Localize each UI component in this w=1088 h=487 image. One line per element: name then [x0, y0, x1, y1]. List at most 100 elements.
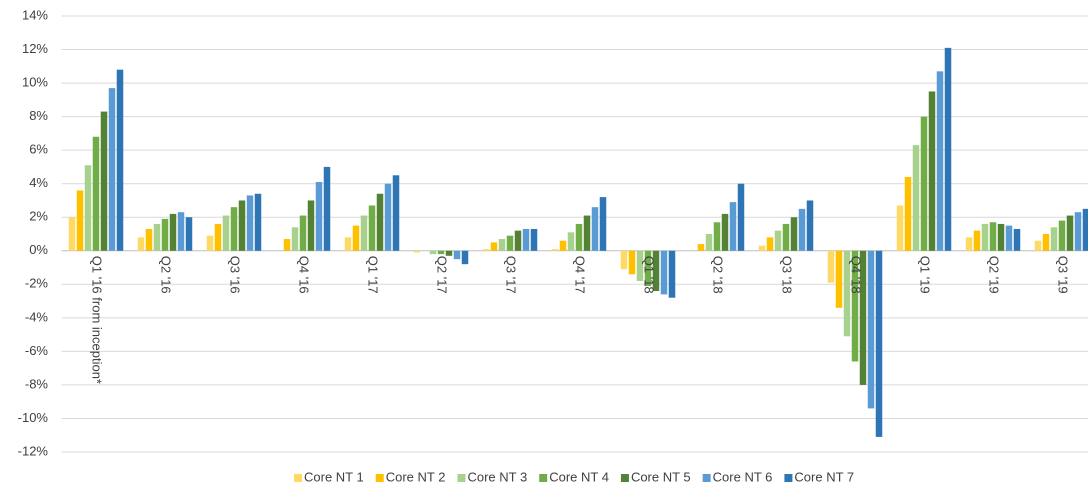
- bar: [445, 250, 453, 256]
- bar: [482, 249, 490, 251]
- bar: [307, 200, 315, 251]
- bar: [973, 230, 981, 251]
- bar: [567, 232, 575, 251]
- legend-marker: [294, 474, 302, 482]
- bar: [965, 237, 973, 251]
- x-tick-label: Q4 '17: [573, 256, 588, 294]
- bar: [928, 91, 936, 251]
- bar: [344, 237, 352, 251]
- bar: [758, 245, 766, 251]
- y-tick-label: -2%: [25, 276, 49, 291]
- bar: [453, 250, 461, 260]
- bar: [413, 250, 421, 253]
- legend-marker: [539, 474, 548, 482]
- bar: [599, 197, 607, 251]
- x-tick-label: Q1 '16 from inception*: [90, 256, 105, 384]
- legend-label: Core NT 1: [304, 469, 364, 484]
- bar: [222, 215, 230, 251]
- bar: [153, 223, 161, 251]
- bar: [514, 230, 522, 251]
- bar: [169, 213, 177, 251]
- x-tick-label: Q2 '19: [987, 256, 1002, 294]
- x-tick-label: Q1 '17: [366, 256, 381, 294]
- x-tick-label: Q2 '16: [159, 256, 174, 294]
- bar: [1066, 215, 1074, 251]
- bar: [668, 250, 676, 298]
- bar: [575, 223, 583, 251]
- x-tick-label: Q4 '16: [297, 256, 312, 294]
- bar: [721, 213, 729, 251]
- bar: [108, 88, 116, 251]
- x-tick-label: Q3 '17: [504, 256, 519, 294]
- bar: [835, 250, 843, 308]
- y-tick-label: 0%: [29, 242, 48, 257]
- bar: [429, 250, 437, 255]
- bar: [859, 250, 867, 385]
- x-tick-label: Q4 '18: [849, 256, 864, 294]
- bar: [498, 239, 506, 251]
- bar: [1074, 212, 1082, 251]
- bar: [790, 217, 798, 251]
- legend-label: Core NT 6: [713, 469, 773, 484]
- bar: [1042, 234, 1050, 251]
- bar: [214, 223, 222, 251]
- bar: [806, 200, 814, 251]
- bar: [628, 250, 636, 275]
- x-tick-label: Q1 '19: [918, 256, 933, 294]
- y-tick-label: 10%: [22, 75, 48, 90]
- bar: [912, 145, 920, 251]
- y-tick-label: 2%: [29, 209, 48, 224]
- bar: [875, 250, 883, 437]
- bar: [798, 208, 806, 251]
- bar: [766, 237, 774, 251]
- bar: [989, 222, 997, 251]
- bar: [92, 136, 100, 251]
- x-tick-label: Q2 '18: [711, 256, 726, 294]
- bar: [145, 228, 153, 251]
- bar: [76, 190, 84, 251]
- bar: [644, 250, 652, 286]
- bar: [137, 237, 145, 251]
- bar: [591, 207, 599, 251]
- y-tick-label: 4%: [29, 175, 48, 190]
- bar: [437, 250, 445, 255]
- bar: [1005, 225, 1013, 251]
- bar: [713, 222, 721, 251]
- bar: [360, 215, 368, 251]
- bar: [904, 176, 912, 251]
- bar: [705, 234, 713, 251]
- bar: [323, 166, 331, 251]
- bar: [697, 244, 705, 251]
- legend-label: Core NT 5: [631, 469, 691, 484]
- y-tick-label: 12%: [22, 41, 48, 56]
- legend-label: Core NT 7: [794, 469, 854, 484]
- bar: [583, 215, 591, 251]
- bar: [392, 175, 400, 251]
- bar: [944, 47, 952, 251]
- legend-label: Core NT 4: [549, 469, 609, 484]
- bar: [729, 202, 737, 251]
- bar: [185, 217, 193, 251]
- bar: [1058, 220, 1066, 251]
- y-tick-label: 8%: [29, 108, 48, 123]
- legend-label: Core NT 3: [467, 469, 527, 484]
- bar: [782, 223, 790, 251]
- bar: [530, 228, 538, 251]
- bar: [368, 205, 376, 251]
- x-tick-label: Q3 '19: [1056, 256, 1071, 294]
- bar: [522, 228, 530, 251]
- bar: [161, 218, 169, 251]
- bar: [177, 212, 185, 251]
- bar: [376, 193, 384, 251]
- bar: [660, 250, 668, 295]
- bar: [997, 223, 1005, 251]
- bar: [490, 242, 498, 251]
- bar: [1013, 228, 1021, 251]
- bar: [352, 225, 360, 251]
- bar: [1050, 227, 1058, 251]
- y-tick-label: -6%: [25, 343, 49, 358]
- bar: [84, 165, 92, 251]
- bar: [283, 239, 291, 251]
- bar: [936, 71, 944, 251]
